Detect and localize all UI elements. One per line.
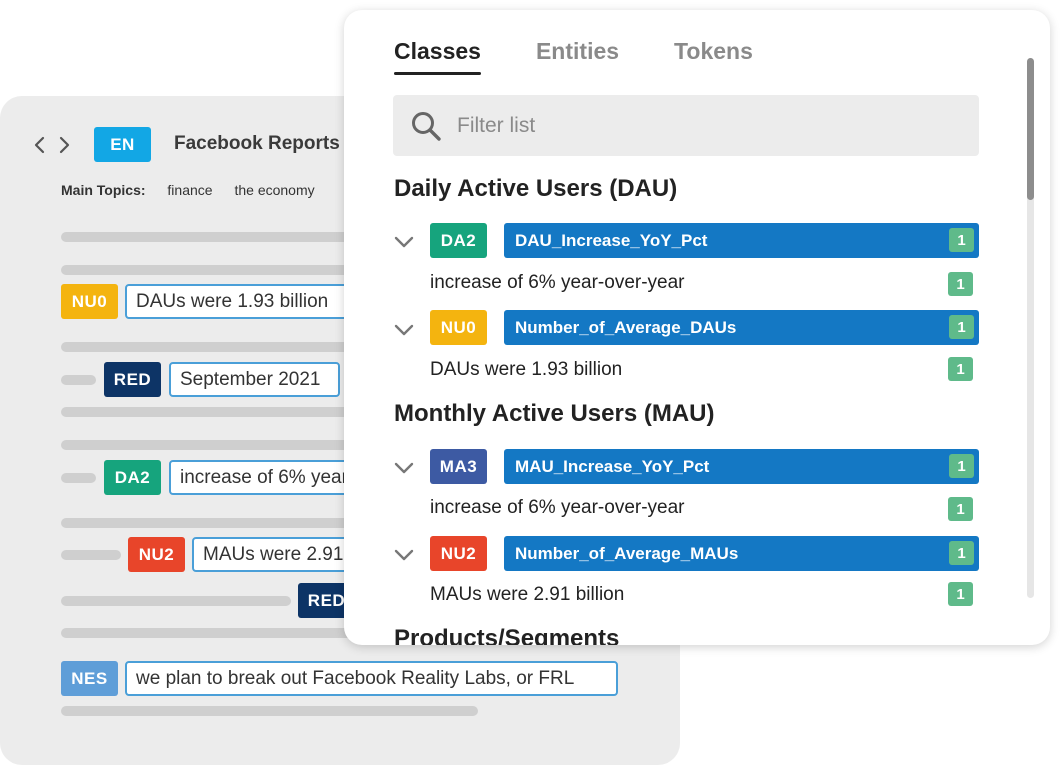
class-instance-text[interactable]: increase of 6% year-over-year: [430, 272, 685, 293]
class-tag: MA3: [430, 449, 487, 484]
section-title: Monthly Active Users (MAU): [394, 400, 715, 427]
class-count-badge: 1: [949, 315, 974, 339]
search-icon: [412, 111, 441, 141]
annotation-tag[interactable]: RED: [104, 362, 161, 397]
filter-input[interactable]: [457, 113, 937, 138]
class-label[interactable]: Number_of_Average_DAUs 1: [504, 310, 979, 345]
instance-count-badge: 1: [948, 497, 973, 521]
annotation-tag[interactable]: NU0: [61, 284, 118, 319]
text-placeholder-line: [61, 628, 361, 638]
class-count-badge: 1: [949, 541, 974, 565]
back-arrow-icon[interactable]: [28, 134, 50, 156]
tab-classes[interactable]: Classes: [394, 38, 481, 75]
class-label[interactable]: MAU_Increase_YoY_Pct 1: [504, 449, 979, 484]
tab-entities[interactable]: Entities: [535, 38, 620, 64]
section-title: Daily Active Users (DAU): [394, 175, 678, 202]
annotated-span[interactable]: MAUs were 2.91 billion: [192, 537, 362, 572]
class-label[interactable]: Number_of_Average_MAUs 1: [504, 536, 979, 571]
annotation-tag[interactable]: NES: [61, 661, 118, 696]
topic-chip[interactable]: the economy: [234, 182, 315, 198]
text-placeholder-line: [61, 232, 361, 242]
panel-tabs: Classes Entities Tokens: [394, 38, 808, 75]
annotated-span[interactable]: increase of 6% year-over-year: [169, 460, 369, 495]
doc-navigation: [28, 134, 76, 156]
chevron-down-icon[interactable]: [393, 457, 415, 479]
text-placeholder-line: [61, 440, 361, 450]
instance-count-badge: 1: [948, 582, 973, 606]
instance-count-badge: 1: [948, 272, 973, 296]
class-tag: NU2: [430, 536, 487, 571]
class-name: DAU_Increase_YoY_Pct: [515, 230, 708, 250]
text-placeholder-line: [61, 550, 121, 560]
forward-arrow-icon[interactable]: [54, 134, 76, 156]
text-placeholder-line: [61, 375, 96, 385]
class-name: Number_of_Average_DAUs: [515, 317, 737, 337]
main-topics: Main Topics: finance the economy: [61, 182, 333, 198]
language-badge[interactable]: EN: [94, 127, 151, 162]
text-placeholder-line: [61, 518, 361, 528]
annotated-span[interactable]: we plan to break out Facebook Reality La…: [125, 661, 618, 696]
text-placeholder-line: [61, 265, 361, 275]
annotated-span[interactable]: September 2021: [169, 362, 340, 397]
class-tag: DA2: [430, 223, 487, 258]
tab-tokens[interactable]: Tokens: [674, 38, 753, 64]
text-placeholder-line: [61, 407, 361, 417]
scrollbar-thumb[interactable]: [1027, 58, 1034, 200]
text-placeholder-line: [61, 342, 361, 352]
instance-count-badge: 1: [948, 357, 973, 381]
chevron-down-icon[interactable]: [393, 319, 415, 341]
text-placeholder-line: [61, 473, 96, 483]
text-placeholder-line: [61, 706, 478, 716]
document-title: Facebook Reports: [174, 133, 340, 154]
class-instance-text[interactable]: MAUs were 2.91 billion: [430, 584, 625, 605]
class-count-badge: 1: [949, 228, 974, 252]
topic-chip[interactable]: finance: [167, 182, 213, 198]
topics-label: Main Topics:: [61, 182, 146, 198]
class-count-badge: 1: [949, 454, 974, 478]
annotated-span[interactable]: DAUs were 1.93 billion: [125, 284, 365, 319]
classes-panel: Classes Entities Tokens Daily Active Use…: [344, 10, 1050, 645]
panel-scrollbar[interactable]: [1027, 58, 1034, 598]
annotation-tag[interactable]: NU2: [128, 537, 185, 572]
class-name: MAU_Increase_YoY_Pct: [515, 456, 710, 476]
class-label[interactable]: DAU_Increase_YoY_Pct 1: [504, 223, 979, 258]
section-title: Products/Segments: [394, 625, 620, 645]
chevron-down-icon[interactable]: [393, 544, 415, 566]
class-name: Number_of_Average_MAUs: [515, 543, 739, 563]
filter-search-box[interactable]: [393, 95, 979, 156]
class-instance-text[interactable]: DAUs were 1.93 billion: [430, 359, 623, 380]
class-tag: NU0: [430, 310, 487, 345]
chevron-down-icon[interactable]: [393, 231, 415, 253]
text-placeholder-line: [61, 596, 291, 606]
class-instance-text[interactable]: increase of 6% year-over-year: [430, 497, 685, 518]
annotation-tag[interactable]: DA2: [104, 460, 161, 495]
